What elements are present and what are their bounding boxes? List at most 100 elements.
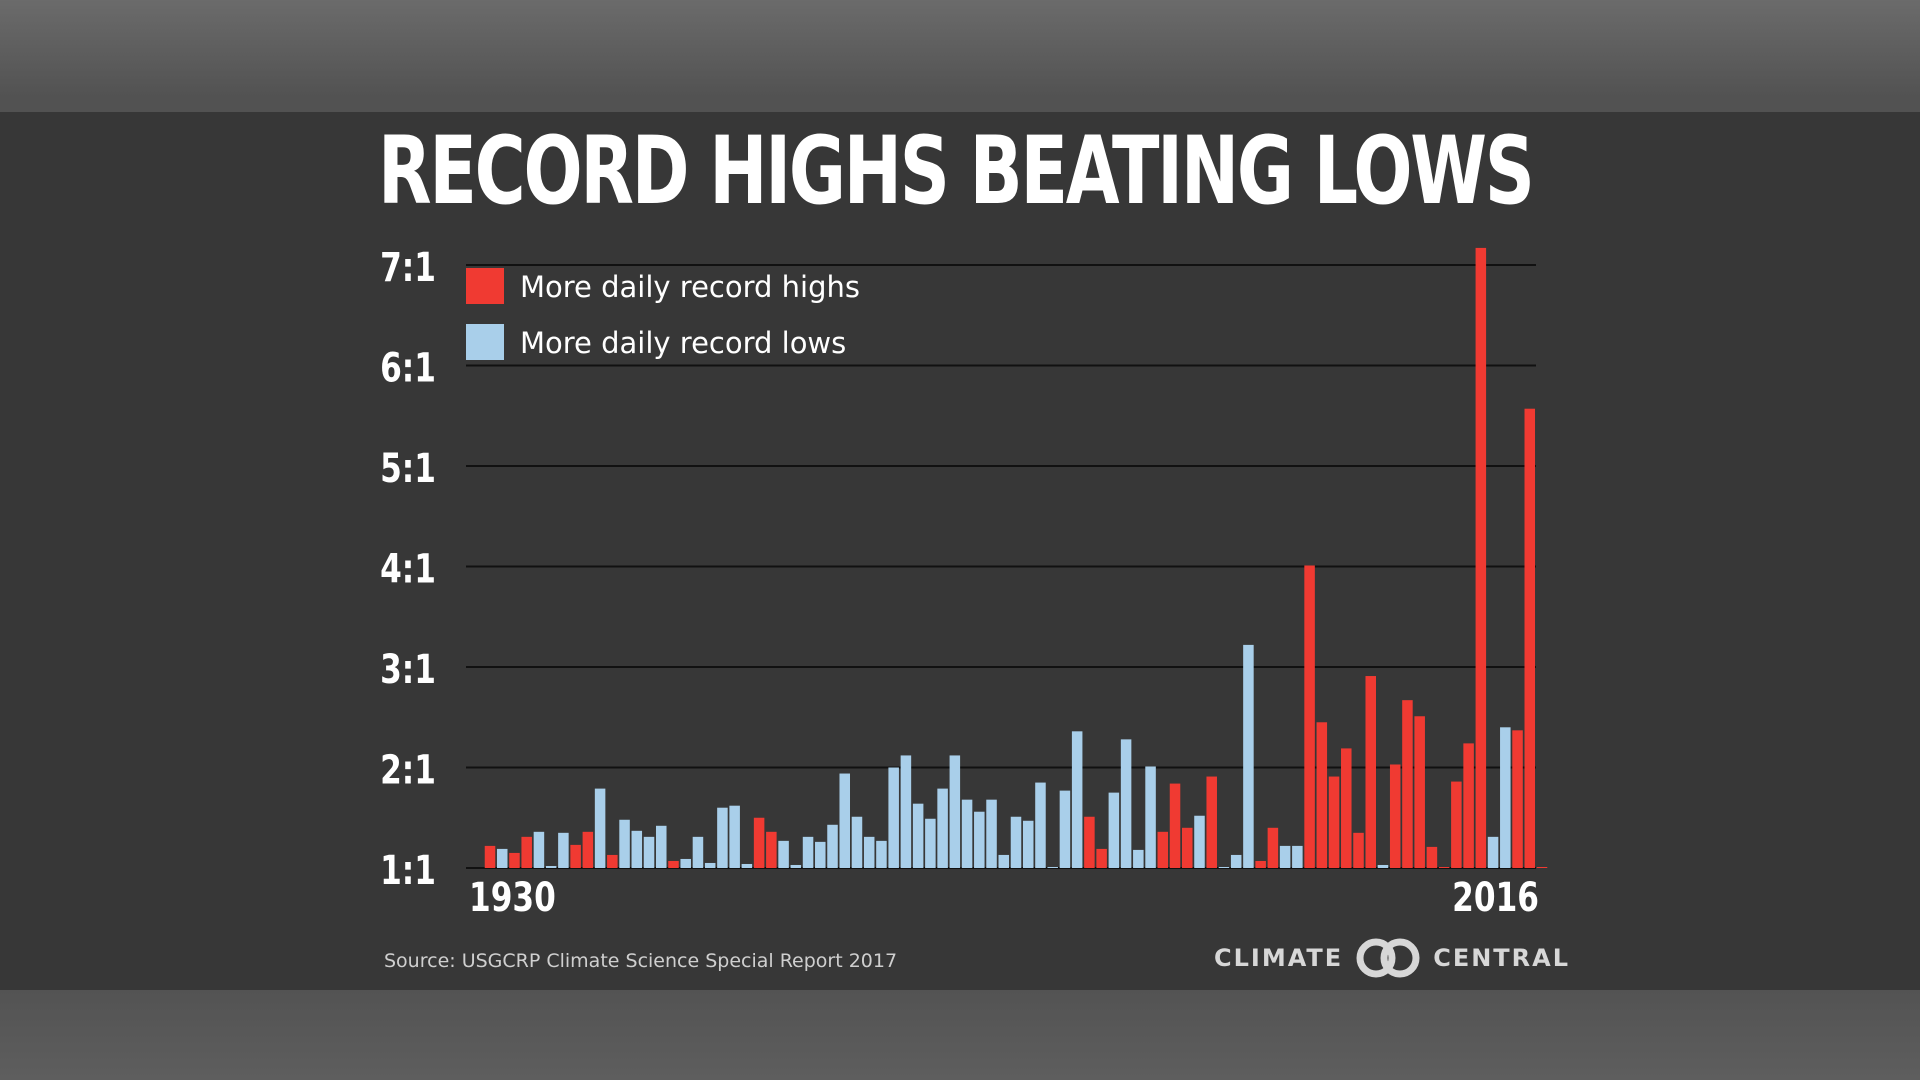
bar-1984 bbox=[1145, 766, 1156, 868]
y-tick-label: 5:1 bbox=[380, 446, 436, 492]
bar-1955 bbox=[790, 864, 802, 868]
bar-2006 bbox=[1414, 716, 1425, 868]
bar-1951 bbox=[741, 863, 753, 868]
bar-1970 bbox=[974, 811, 985, 868]
bar-1960 bbox=[851, 816, 863, 868]
bar-1976 bbox=[1047, 866, 1058, 868]
bar-2011 bbox=[1475, 247, 1487, 869]
y-axis-tick-labels: 1:1 2:1 3:1 4:1 5:1 6:1 7:1 bbox=[380, 245, 436, 894]
bar-1990 bbox=[1218, 866, 1230, 868]
bar-1945 bbox=[668, 860, 679, 868]
bar-1943 bbox=[643, 836, 655, 868]
bar-2008 bbox=[1438, 867, 1450, 868]
x-end-label: 2016 bbox=[1452, 875, 1539, 921]
bar-2009 bbox=[1451, 781, 1462, 868]
interlocking-rings-icon bbox=[1356, 938, 1420, 978]
bar-1933 bbox=[521, 836, 532, 868]
bar-1957 bbox=[815, 841, 826, 868]
bar-1946 bbox=[680, 858, 691, 868]
bar-1998 bbox=[1316, 722, 1328, 868]
bar-1986 bbox=[1169, 783, 1181, 868]
bar-1978 bbox=[1071, 731, 1083, 868]
bar-1947 bbox=[692, 836, 704, 868]
bar-1977 bbox=[1059, 790, 1071, 868]
y-tick-label: 2:1 bbox=[380, 748, 436, 794]
bar-1935 bbox=[545, 865, 557, 868]
legend-swatch-high bbox=[466, 268, 504, 304]
bar-1996 bbox=[1292, 845, 1303, 868]
bar-2012 bbox=[1487, 836, 1499, 868]
bar-1956 bbox=[802, 836, 814, 868]
bar-1963 bbox=[888, 767, 899, 868]
bar-1953 bbox=[766, 831, 777, 868]
source-note: Source: USGCRP Climate Science Special R… bbox=[384, 950, 898, 972]
y-tick-label: 3:1 bbox=[380, 647, 436, 693]
bar-1969 bbox=[961, 799, 973, 868]
bar-2013 bbox=[1500, 727, 1511, 868]
bar-1989 bbox=[1206, 776, 1217, 868]
x-start-label: 1930 bbox=[469, 875, 556, 921]
bar-1973 bbox=[1010, 816, 1022, 868]
bar-1972 bbox=[998, 854, 1010, 868]
bar-1995 bbox=[1279, 845, 1291, 868]
bar-1954 bbox=[778, 840, 789, 868]
bar-1980 bbox=[1096, 848, 1107, 868]
bar-1974 bbox=[1022, 820, 1034, 868]
bar-1934 bbox=[533, 831, 545, 868]
y-tick-label: 1:1 bbox=[380, 848, 436, 894]
bar-1930 bbox=[484, 845, 496, 868]
bar-2014 bbox=[1512, 730, 1523, 868]
bar-1964 bbox=[900, 755, 912, 868]
bar-1975 bbox=[1035, 782, 1046, 868]
bar-2005 bbox=[1402, 700, 1413, 868]
logo-word-central: CENTRAL bbox=[1433, 944, 1571, 972]
bar-2010 bbox=[1463, 743, 1474, 868]
bar-1979 bbox=[1084, 816, 1095, 868]
bar-2001 bbox=[1353, 832, 1364, 868]
bar-1994 bbox=[1267, 827, 1279, 868]
bar-1940 bbox=[607, 854, 618, 868]
bar-1948 bbox=[704, 862, 716, 868]
bar-1952 bbox=[753, 817, 765, 868]
legend-label-low: More daily record lows bbox=[520, 326, 846, 360]
bar-1936 bbox=[558, 832, 569, 868]
x-axis-labels: 1930 2016 bbox=[469, 875, 1539, 921]
climate-central-logo: CLIMATE CENTRAL bbox=[1214, 938, 1570, 978]
bar-1949 bbox=[717, 807, 728, 868]
bar-2007 bbox=[1426, 846, 1438, 868]
bar-1938 bbox=[582, 831, 594, 868]
bar-1965 bbox=[912, 803, 924, 868]
bar-1939 bbox=[594, 788, 606, 868]
y-tick-label: 6:1 bbox=[380, 346, 436, 392]
bar-1985 bbox=[1157, 831, 1169, 868]
bar-1944 bbox=[655, 825, 667, 868]
bar-1937 bbox=[570, 844, 581, 868]
bar-1950 bbox=[729, 805, 740, 868]
bar-1997 bbox=[1304, 565, 1315, 868]
bars bbox=[484, 247, 1548, 869]
y-tick-label: 4:1 bbox=[380, 547, 436, 593]
bar-1993 bbox=[1255, 860, 1266, 868]
bar-1962 bbox=[876, 840, 887, 868]
bar-1968 bbox=[949, 755, 961, 868]
bar-1966 bbox=[925, 818, 936, 868]
legend: More daily record highs More daily record… bbox=[466, 268, 860, 360]
bar-1961 bbox=[863, 836, 875, 868]
bar-1988 bbox=[1194, 815, 1205, 868]
bar-1941 bbox=[619, 819, 630, 868]
bar-1958 bbox=[827, 824, 838, 868]
bar-2000 bbox=[1341, 748, 1352, 868]
bar-1931 bbox=[496, 848, 508, 868]
legend-swatch-low bbox=[466, 324, 504, 360]
bar-1987 bbox=[1181, 827, 1193, 868]
bar-2004 bbox=[1389, 764, 1401, 868]
logo-word-climate: CLIMATE bbox=[1214, 944, 1344, 972]
bar-1942 bbox=[631, 830, 643, 868]
bar-2015 bbox=[1524, 408, 1536, 868]
bar-1999 bbox=[1328, 776, 1340, 868]
bar-2003 bbox=[1377, 864, 1389, 868]
bar-1932 bbox=[509, 852, 520, 868]
bar-1967 bbox=[937, 788, 948, 868]
